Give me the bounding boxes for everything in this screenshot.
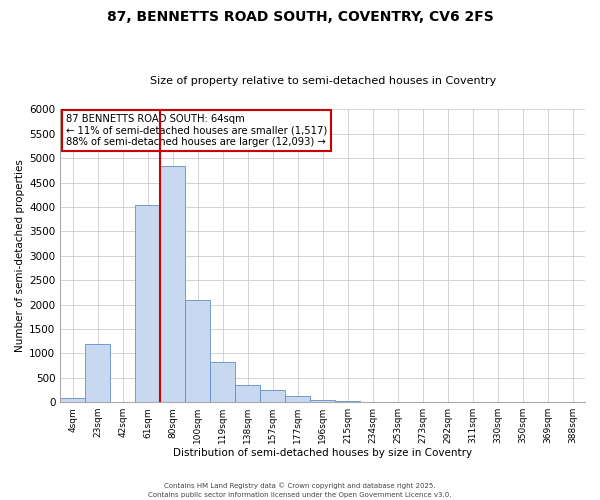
- Bar: [135, 204, 160, 402]
- Bar: [310, 400, 335, 402]
- Bar: [60, 398, 85, 402]
- Bar: [235, 384, 260, 402]
- Text: 87 BENNETTS ROAD SOUTH: 64sqm
← 11% of semi-detached houses are smaller (1,517)
: 87 BENNETTS ROAD SOUTH: 64sqm ← 11% of s…: [65, 114, 327, 147]
- Bar: [85, 344, 110, 402]
- Bar: [210, 362, 235, 402]
- Title: Size of property relative to semi-detached houses in Coventry: Size of property relative to semi-detach…: [149, 76, 496, 86]
- X-axis label: Distribution of semi-detached houses by size in Coventry: Distribution of semi-detached houses by …: [173, 448, 472, 458]
- Bar: [185, 300, 210, 402]
- Y-axis label: Number of semi-detached properties: Number of semi-detached properties: [15, 160, 25, 352]
- Bar: [160, 166, 185, 402]
- Bar: [285, 396, 310, 402]
- Bar: [260, 390, 285, 402]
- Bar: [335, 401, 360, 402]
- Text: Contains public sector information licensed under the Open Government Licence v3: Contains public sector information licen…: [148, 492, 452, 498]
- Text: 87, BENNETTS ROAD SOUTH, COVENTRY, CV6 2FS: 87, BENNETTS ROAD SOUTH, COVENTRY, CV6 2…: [107, 10, 493, 24]
- Text: Contains HM Land Registry data © Crown copyright and database right 2025.: Contains HM Land Registry data © Crown c…: [164, 482, 436, 489]
